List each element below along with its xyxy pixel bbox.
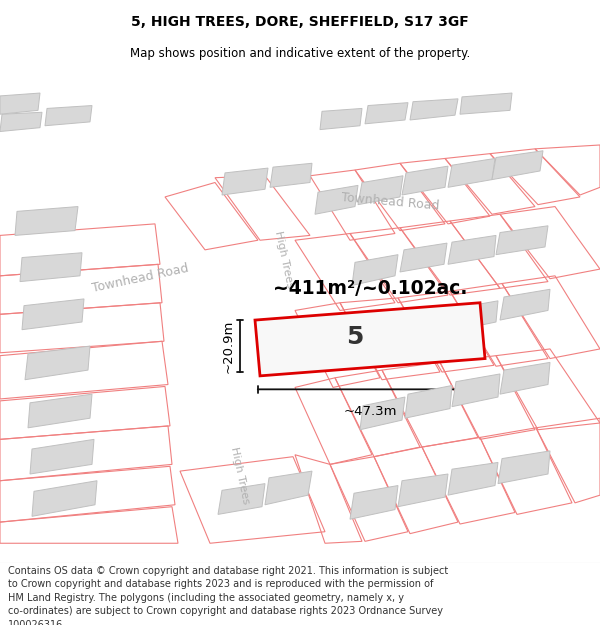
Polygon shape <box>222 168 268 195</box>
Polygon shape <box>448 236 496 264</box>
Polygon shape <box>32 481 97 516</box>
Polygon shape <box>158 168 295 543</box>
Polygon shape <box>496 226 548 254</box>
Polygon shape <box>400 243 447 272</box>
Polygon shape <box>402 312 449 343</box>
Polygon shape <box>500 289 550 320</box>
Polygon shape <box>352 254 398 286</box>
Polygon shape <box>255 302 485 376</box>
Polygon shape <box>30 439 94 474</box>
Text: ~47.3m: ~47.3m <box>343 406 397 418</box>
Polygon shape <box>22 299 84 330</box>
Polygon shape <box>25 346 90 380</box>
Text: 5: 5 <box>346 325 364 349</box>
Polygon shape <box>360 397 405 430</box>
Polygon shape <box>498 451 550 484</box>
Polygon shape <box>460 93 512 114</box>
Polygon shape <box>405 386 452 418</box>
Text: ~20.9m: ~20.9m <box>222 319 235 372</box>
Text: High Trees: High Trees <box>273 230 295 289</box>
Polygon shape <box>450 301 498 332</box>
Polygon shape <box>448 462 498 495</box>
Polygon shape <box>20 253 82 282</box>
Text: 5, HIGH TREES, DORE, SHEFFIELD, S17 3GF: 5, HIGH TREES, DORE, SHEFFIELD, S17 3GF <box>131 14 469 29</box>
Polygon shape <box>350 486 398 519</box>
Polygon shape <box>365 102 408 124</box>
Polygon shape <box>15 206 78 236</box>
Polygon shape <box>358 176 403 204</box>
Text: Townhead Road: Townhead Road <box>340 191 440 213</box>
Polygon shape <box>28 394 92 428</box>
Polygon shape <box>0 112 42 131</box>
Polygon shape <box>492 151 543 179</box>
Polygon shape <box>398 474 448 507</box>
Text: Map shows position and indicative extent of the property.: Map shows position and indicative extent… <box>130 48 470 61</box>
Polygon shape <box>452 374 500 407</box>
Polygon shape <box>218 484 265 514</box>
Text: High Trees: High Trees <box>229 446 251 506</box>
Polygon shape <box>500 362 550 394</box>
Polygon shape <box>270 163 312 188</box>
Polygon shape <box>448 159 495 188</box>
Polygon shape <box>355 324 401 356</box>
Text: Townhead Road: Townhead Road <box>91 262 190 295</box>
Polygon shape <box>320 108 362 129</box>
Text: Contains OS data © Crown copyright and database right 2021. This information is : Contains OS data © Crown copyright and d… <box>8 566 448 625</box>
Polygon shape <box>315 186 358 214</box>
Polygon shape <box>402 166 448 195</box>
Polygon shape <box>0 93 40 114</box>
Polygon shape <box>265 471 312 505</box>
Polygon shape <box>45 106 92 126</box>
Text: ~411m²/~0.102ac.: ~411m²/~0.102ac. <box>273 279 467 298</box>
Polygon shape <box>0 125 600 224</box>
Polygon shape <box>410 99 458 120</box>
